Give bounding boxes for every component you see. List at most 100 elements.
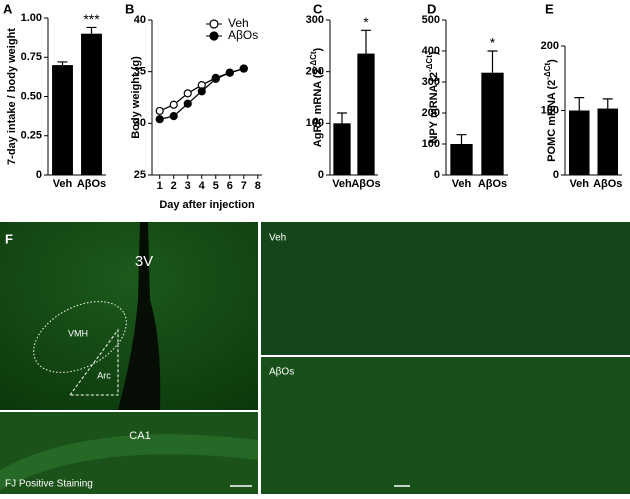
- x-tick-label: AβOs: [77, 178, 106, 190]
- bar: [568, 110, 590, 175]
- y-tick-label: 300: [306, 14, 324, 26]
- y-tick-label: 1.00: [21, 12, 42, 24]
- y-axis-label-part: Body weight (g): [130, 56, 142, 139]
- bar: [357, 53, 375, 176]
- legend-label: AβOs: [228, 28, 258, 42]
- y-tick-label: 35: [134, 66, 146, 78]
- y-tick-label: 30: [134, 117, 146, 129]
- marker: [239, 64, 248, 73]
- marker: [155, 106, 164, 116]
- y-axis-label-part: 7-day intake / body weight: [6, 28, 18, 165]
- y-tick-label: 200: [306, 66, 324, 78]
- significance: *: [490, 35, 496, 51]
- y-tick-label: 0.75: [21, 51, 42, 63]
- bar: [481, 72, 504, 175]
- y-tick-label: 100: [422, 138, 440, 150]
- x-tick-label: AβOs: [593, 178, 622, 190]
- error-bar: [574, 97, 585, 111]
- error-bar: [602, 98, 613, 109]
- y-axis-label-part: ): [428, 51, 440, 55]
- y-tick-label: 0: [434, 169, 440, 181]
- ca1-band: [0, 434, 258, 490]
- error-bar: [57, 61, 68, 66]
- arc-label: Arc: [97, 370, 111, 380]
- x-tick-label: 3: [185, 180, 191, 192]
- y-axis-label: 7-day intake / body weight: [6, 28, 18, 165]
- x-tick-label: 1: [157, 180, 163, 192]
- y-tick-label: 0: [36, 169, 42, 181]
- y-axis-label-part: -ΔCt: [309, 51, 318, 68]
- panel-label: E: [545, 1, 554, 16]
- marker: [197, 87, 206, 96]
- error-bar: [487, 50, 498, 73]
- legend-marker: [209, 31, 219, 41]
- bar: [333, 123, 351, 175]
- x-tick-label: 7: [241, 180, 247, 192]
- x-tick-label: 5: [213, 180, 219, 192]
- y-axis-label-part: AgRP mRNA (2: [312, 68, 324, 147]
- error-bar: [337, 112, 347, 124]
- x-tick-label: 4: [199, 180, 206, 192]
- marker: [183, 99, 192, 108]
- y-axis-label-part: -ΔCt: [543, 63, 552, 80]
- x-tick-label: 6: [227, 180, 233, 192]
- y-tick-label: 0.25: [21, 130, 42, 142]
- marker: [155, 115, 164, 124]
- y-axis-label-part: NPY mRNA (2: [428, 72, 440, 144]
- y-axis-label-part: -ΔCt: [425, 55, 434, 72]
- significance: ***: [83, 11, 100, 27]
- panel-label: A: [3, 1, 13, 16]
- y-tick-label: 200: [422, 107, 440, 119]
- error-bar: [361, 29, 371, 54]
- panel-label: C: [313, 1, 323, 16]
- veh-image: [261, 222, 630, 355]
- x-tick-label: Veh: [332, 178, 352, 190]
- bar: [597, 108, 619, 175]
- panel-f: F 3V VMH Arc CA1 FJ Positive Staining Ve…: [0, 222, 630, 494]
- y-tick-label: 200: [541, 40, 559, 52]
- marker: [211, 74, 220, 84]
- vmh-label: VMH: [68, 328, 88, 338]
- arc-outline: [69, 328, 119, 396]
- bar: [52, 65, 73, 175]
- y-tick-label: 100: [306, 117, 324, 129]
- y-tick-label: 0.50: [21, 90, 42, 102]
- x-axis-label: Day after injection: [159, 199, 255, 211]
- y-tick-label: 100: [541, 104, 559, 116]
- bar: [450, 144, 473, 175]
- ca1-label: CA1: [129, 430, 150, 442]
- y-tick-label: 500: [422, 14, 440, 26]
- panel-label: D: [427, 1, 436, 16]
- marker: [169, 111, 178, 121]
- x-tick-label: Veh: [452, 178, 472, 190]
- y-axis-label: AgRP mRNA (2-ΔCt): [309, 47, 324, 147]
- x-tick-label: AβOs: [478, 178, 507, 190]
- y-tick-label: 40: [134, 14, 146, 26]
- ventricle: [118, 222, 161, 410]
- y-axis-label-part: POMC mRNA (2: [546, 80, 558, 162]
- x-tick-label: AβOs: [351, 178, 380, 190]
- y-axis-label: Body weight (g): [130, 56, 142, 139]
- x-tick-label: Veh: [569, 178, 589, 190]
- panel-label: F: [5, 231, 13, 246]
- panel-label: B: [125, 1, 134, 16]
- stain-label: FJ Positive Staining: [5, 479, 93, 490]
- legend-marker: [209, 19, 219, 29]
- abos-label: AβOs: [269, 367, 294, 378]
- x-tick-label: Veh: [53, 178, 73, 190]
- significance: *: [363, 14, 369, 30]
- abos-image: [261, 357, 630, 494]
- y-tick-label: 400: [422, 45, 440, 57]
- y-tick-label: 0: [318, 169, 324, 181]
- y-axis-label: NPY mRNA (2-ΔCt): [425, 51, 440, 143]
- y-axis-label-part: ): [546, 59, 558, 63]
- marker: [225, 68, 234, 77]
- veh-label: Veh: [269, 233, 286, 244]
- y-tick-label: 25: [134, 169, 146, 181]
- x-tick-label: 8: [255, 180, 261, 192]
- marker: [169, 100, 178, 109]
- y-tick-label: 0: [553, 169, 559, 181]
- bar: [81, 33, 102, 176]
- error-bar: [86, 26, 97, 34]
